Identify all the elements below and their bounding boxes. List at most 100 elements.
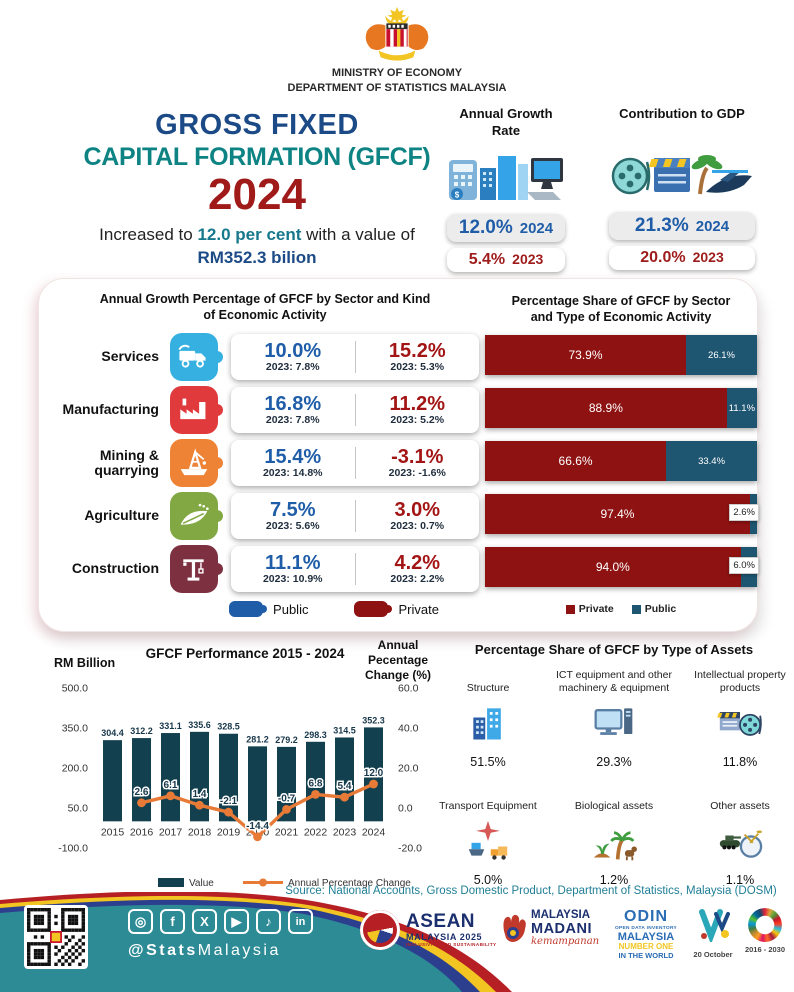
svg-text:50.0: 50.0 xyxy=(68,803,89,815)
sector-label: Manufacturing xyxy=(62,401,159,418)
gdp-current-value: 21.3% xyxy=(634,215,689,236)
svg-text:2.6: 2.6 xyxy=(135,787,149,798)
private-growth-previous: 2023: 5.3% xyxy=(390,360,445,373)
svg-text:279.2: 279.2 xyxy=(275,735,298,745)
ministry-line1: MINISTRY OF ECONOMY xyxy=(331,67,463,79)
sector-label: Mining & quarrying xyxy=(94,446,159,478)
madani-tagline: kemampanan xyxy=(531,936,600,947)
asset-label: ICT equipment and other machinery & equi… xyxy=(556,668,672,694)
title-year: 2024 xyxy=(208,170,306,220)
private-growth-value: 11.2% xyxy=(389,392,446,415)
svg-text:-0.7: -0.7 xyxy=(278,793,296,804)
asset-item: Biological assets 1.2% xyxy=(538,785,690,887)
svg-text:2021: 2021 xyxy=(275,826,299,838)
asset-label: Biological assets xyxy=(574,799,654,812)
private-growth-previous: 2023: -1.6% xyxy=(388,466,446,479)
asean-swirl-icon xyxy=(360,910,400,950)
svg-text:2015: 2015 xyxy=(101,826,125,838)
share-legend-public-label: Public xyxy=(644,603,677,615)
contribution-gdp-title: Contribution to GDP xyxy=(619,106,745,121)
sector-panel-title: Annual Growth Percentage of GFCF by Sect… xyxy=(67,291,463,324)
asean-2025-logo: ASEAN MALAYSIA 2025 INCLUSIVITY AND SUST… xyxy=(360,910,497,950)
growth-previous-year: 2023 xyxy=(512,250,544,267)
sector-card: Annual Growth Percentage of GFCF by Sect… xyxy=(38,278,759,632)
x-twitter-icon[interactable]: X xyxy=(192,909,217,934)
public-growth-value: 10.0% xyxy=(264,339,322,362)
odin-malaysia: MALAYSIA xyxy=(617,930,675,943)
sector-row: Mining & quarrying 15.4% 2023: 14.8% -3.1% 2… xyxy=(49,439,479,487)
odin-number-one: NUMBER ONE xyxy=(618,941,674,951)
svg-text:-20.0: -20.0 xyxy=(398,843,422,855)
gdp-current-year: 2024 xyxy=(695,218,730,235)
asset-label: Other assets xyxy=(710,799,770,812)
malaysia-madani-logo: MALAYSIA MADANI kemampanan xyxy=(500,909,600,947)
asean-tagline: INCLUSIVITY AND SUSTAINABILITY xyxy=(406,941,497,947)
svg-text:350.0: 350.0 xyxy=(62,723,88,735)
public-share-segment: 26.1% xyxy=(686,335,757,375)
svg-text:-2.1: -2.1 xyxy=(220,796,238,807)
malaysia-coat-of-arms xyxy=(365,6,429,61)
public-growth: 16.8% 2023: 7.8% xyxy=(231,392,355,426)
public-growth-value: 16.8% xyxy=(264,392,322,415)
performance-chart-title: GFCF Performance 2015 - 2024 xyxy=(145,646,345,661)
public-growth-value: 15.4% xyxy=(264,445,322,468)
private-growth: 3.0% 2023: 0.7% xyxy=(356,498,480,532)
private-swatch xyxy=(354,601,393,617)
linkedin-icon[interactable]: in xyxy=(288,909,313,934)
public-growth-previous: 2023: 5.6% xyxy=(265,519,320,532)
assets-panel: Percentage Share of GFCF by Type of Asse… xyxy=(438,642,790,887)
youtube-icon[interactable]: ▶ xyxy=(224,909,249,934)
svg-text:-14.4: -14.4 xyxy=(246,821,269,832)
public-growth-previous: 2023: 7.8% xyxy=(265,413,320,426)
sector-label: Construction xyxy=(71,560,159,577)
svg-text:328.5: 328.5 xyxy=(217,722,240,732)
instagram-icon[interactable]: ◎ xyxy=(128,909,153,934)
asset-value: 11.8% xyxy=(722,755,758,769)
private-share-segment: 73.9% xyxy=(485,335,686,375)
svg-text:40.0: 40.0 xyxy=(398,723,419,735)
social-handle: @StatsMalaysia xyxy=(128,942,281,960)
legend-private-label: Private xyxy=(398,601,439,617)
legend-public: Public xyxy=(229,601,308,617)
share-bar-manufacturing: 88.9% 11.1% xyxy=(485,388,757,428)
assets-panel-title: Percentage Share of GFCF by Type of Asse… xyxy=(474,642,754,657)
facebook-icon[interactable]: f xyxy=(160,909,185,934)
source-note: Source: National Accounts, Gross Domesti… xyxy=(285,885,777,897)
share-bar-mining-quarrying: 66.6% 33.4% xyxy=(485,441,757,481)
legend-private: Private xyxy=(354,601,439,617)
ministry-line2: DEPARTMENT OF STATISTICS MALAYSIA xyxy=(287,82,507,95)
private-growth-value: 3.0% xyxy=(394,498,441,521)
growth-previous-pill: 5.4% 2023 xyxy=(447,247,565,272)
asset-value: 5.0% xyxy=(473,873,503,887)
private-growth-previous: 2023: 2.2% xyxy=(390,572,445,585)
pill-divider xyxy=(354,553,356,585)
handle-rest: Malaysia xyxy=(197,942,281,959)
gdp-previous-year: 2023 xyxy=(692,249,724,265)
svg-text:0.0: 0.0 xyxy=(398,803,413,815)
private-growth: -3.1% 2023: -1.6% xyxy=(356,446,480,479)
sector-values-pill: 10.0% 2023: 7.8% 15.2% 2023: 5.3% xyxy=(231,334,479,380)
private-square xyxy=(565,604,575,614)
growth-current-value: 12.0% xyxy=(458,216,513,238)
tank-drum-icon xyxy=(690,816,790,866)
share-legend-private: Private xyxy=(565,603,614,615)
growth-previous-value: 5.4% xyxy=(468,250,506,268)
svg-text:5.4: 5.4 xyxy=(338,781,352,792)
annual-growth-rate-block: Annual Growth Rate $ 12.0% 2024 5.4% 2023 xyxy=(444,106,568,278)
sector-values-pill: 15.4% 2023: 14.8% -3.1% 2023: -1.6% xyxy=(231,440,479,486)
asset-value: 29.3% xyxy=(596,755,632,769)
share-bar-services: 73.9% 26.1% xyxy=(485,335,757,375)
madani-line1: MALAYSIA xyxy=(531,909,590,921)
asean-subline: MALAYSIA 2025 xyxy=(406,931,483,942)
tiktok-icon[interactable]: ♪ xyxy=(256,909,281,934)
public-share-segment: 33.4% xyxy=(666,441,757,481)
svg-text:2022: 2022 xyxy=(304,826,328,838)
sector-row: Agriculture 7.5% 2023: 5.6% 3.0% 2023: 0.7% xyxy=(49,492,479,540)
public-growth-previous: 2023: 7.8% xyxy=(265,360,320,373)
svg-text:Value: Value xyxy=(189,878,214,889)
subtitle-prefix: Increased to xyxy=(99,225,198,245)
private-growth: 11.2% 2023: 5.2% xyxy=(356,392,480,426)
sdg-caption: 2016 - 2030 xyxy=(744,945,786,954)
svg-text:304.4: 304.4 xyxy=(101,728,124,738)
